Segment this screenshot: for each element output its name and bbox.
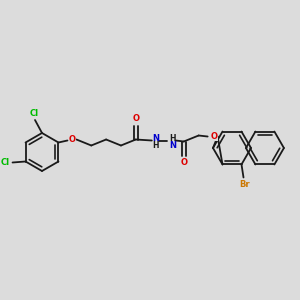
Text: O: O	[69, 135, 76, 144]
Text: O: O	[210, 132, 217, 141]
Text: O: O	[132, 114, 139, 123]
Text: H: H	[152, 141, 159, 150]
Text: Cl: Cl	[1, 158, 10, 167]
Text: O: O	[180, 158, 187, 167]
Text: Br: Br	[239, 180, 250, 189]
Text: N: N	[169, 141, 176, 150]
Text: N: N	[152, 134, 159, 143]
Text: H: H	[169, 134, 176, 143]
Text: Cl: Cl	[29, 109, 39, 118]
